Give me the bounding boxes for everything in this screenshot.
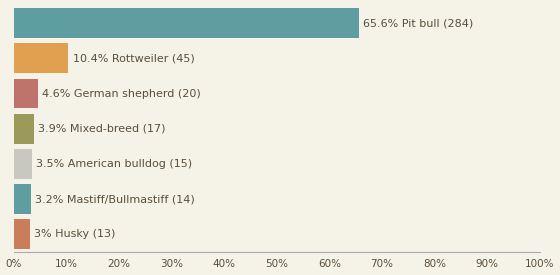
Text: 10.4% Rottweiler (45): 10.4% Rottweiler (45) <box>73 53 194 63</box>
Bar <box>14 114 34 144</box>
Bar <box>14 8 359 38</box>
Bar <box>14 43 68 73</box>
Bar <box>14 149 32 179</box>
Bar <box>14 79 38 108</box>
Text: 3.9% Mixed-breed (17): 3.9% Mixed-breed (17) <box>39 124 166 134</box>
Text: 3.5% American bulldog (15): 3.5% American bulldog (15) <box>36 159 193 169</box>
Text: 3% Husky (13): 3% Husky (13) <box>34 229 115 239</box>
Text: 65.6% Pit bull (284): 65.6% Pit bull (284) <box>363 18 473 28</box>
Text: 4.6% German shepherd (20): 4.6% German shepherd (20) <box>42 89 201 98</box>
Text: 3.2% Mastiff/Bullmastiff (14): 3.2% Mastiff/Bullmastiff (14) <box>35 194 194 204</box>
Bar <box>14 184 31 214</box>
Bar <box>14 219 30 249</box>
